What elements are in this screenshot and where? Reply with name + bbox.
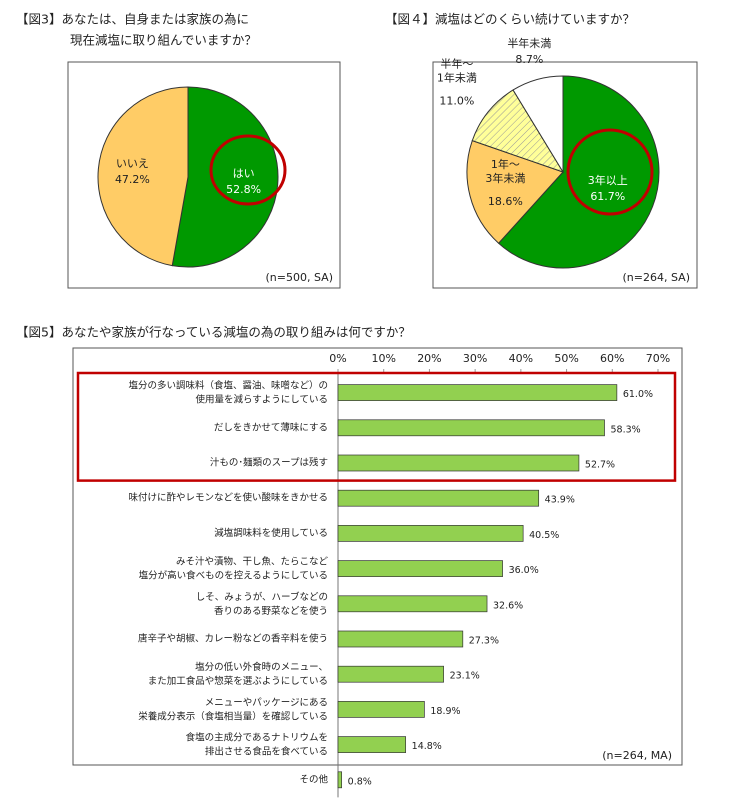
sample-note: (n=264, SA) bbox=[623, 271, 690, 284]
category-label: だしをきかせて薄味にする bbox=[214, 421, 328, 433]
chart-title: 現在減塩に取り組んでいますか？ bbox=[70, 33, 257, 48]
value-label: 40.5% bbox=[529, 530, 559, 541]
slice-label: 半年未満 bbox=[507, 36, 551, 50]
highlight bbox=[76, 371, 677, 482]
value-label: 18.9% bbox=[430, 706, 460, 717]
category-label: 唐辛子や胡椒、カレー粉などの香辛料を使う bbox=[138, 633, 328, 645]
pie-slice bbox=[171, 86, 279, 268]
value-label: 11.0% bbox=[439, 94, 474, 107]
chart-title: 【図3】あなたは、自身または家族の為に bbox=[16, 12, 249, 27]
value-label: 18.6% bbox=[488, 195, 523, 208]
pie-slice bbox=[497, 75, 660, 269]
bar bbox=[337, 665, 444, 683]
bar bbox=[337, 736, 407, 753]
bar bbox=[337, 595, 488, 613]
category-label: メニューやパッケージにある栄養成分表示（食塩相当量）を確認している bbox=[138, 697, 328, 722]
bar bbox=[337, 489, 540, 507]
frame bbox=[432, 61, 698, 289]
value-label: 23.1% bbox=[450, 671, 480, 682]
x-tick-label: 70% bbox=[646, 352, 670, 365]
pie-slice bbox=[512, 75, 564, 174]
bar bbox=[337, 560, 503, 577]
x-tick-label: 40% bbox=[509, 352, 533, 365]
value-label: 36.0% bbox=[509, 565, 539, 576]
frame bbox=[67, 61, 341, 289]
highlight bbox=[209, 134, 287, 206]
category-label: しそ、みょうが、ハーブなどの香りのある野菜などを使う bbox=[196, 590, 328, 616]
chart-title: 【図5】あなたや家族が行なっている減塩の為の取り組みは何ですか？ bbox=[16, 325, 411, 340]
value-label: 52.7% bbox=[585, 460, 615, 471]
category-label: 塩分の多い調味料（食塩、醤油、味噌など）の使用量を減らすようにしている bbox=[128, 379, 328, 405]
category-label: 汁もの･麺類のスープは残す bbox=[210, 457, 328, 469]
highlight bbox=[566, 128, 654, 216]
category-label: その他 bbox=[299, 773, 328, 785]
value-label: 27.3% bbox=[469, 636, 499, 647]
pie-slice bbox=[471, 89, 565, 173]
value-label: 32.6% bbox=[493, 600, 523, 611]
value-label: 14.8% bbox=[412, 741, 442, 752]
slice-label: いいえ bbox=[116, 157, 149, 170]
x-tick-label: 0% bbox=[329, 352, 346, 365]
bar bbox=[337, 454, 580, 472]
pie-slice bbox=[97, 86, 189, 267]
sample-note: (n=264, MA) bbox=[602, 749, 672, 762]
category-label: 食塩の主成分であるナトリウムを排出させる食品を食べている bbox=[186, 731, 328, 757]
bar bbox=[337, 384, 618, 401]
x-tick-label: 60% bbox=[600, 352, 624, 365]
bar bbox=[337, 419, 605, 437]
category-label: みそ汁や漬物、干し魚、たらこなど塩分が高い食べものを控えるようにしている bbox=[139, 555, 329, 581]
bar bbox=[337, 630, 464, 648]
category-label: 味付けに酢やレモンなどを使い酸味をきかせる bbox=[128, 492, 328, 504]
value-label: 47.2% bbox=[115, 173, 150, 186]
value-label: 61.0% bbox=[623, 389, 653, 400]
x-tick-label: 30% bbox=[463, 352, 487, 365]
slice-label: 3年以上 bbox=[588, 173, 628, 187]
category-label: 塩分の低い外食時のメニュー、また加工食品や惣菜を選ぶようにしている bbox=[148, 661, 328, 687]
x-tick-label: 20% bbox=[417, 352, 441, 365]
bar bbox=[337, 771, 343, 789]
x-tick-label: 10% bbox=[371, 352, 395, 365]
value-label: 52.8% bbox=[226, 183, 261, 196]
value-label: 0.8% bbox=[348, 776, 372, 787]
bar bbox=[337, 701, 425, 718]
slice-label: 半年～ 1年未満 bbox=[437, 56, 477, 84]
pie-slice bbox=[466, 139, 564, 244]
slice-label: はい bbox=[233, 167, 255, 180]
sample-note: (n=500, SA) bbox=[266, 271, 333, 284]
x-tick-label: 50% bbox=[554, 352, 578, 365]
value-label: 43.9% bbox=[545, 495, 575, 506]
chart-title: 【図４】減塩はどのくらい続けていますか？ bbox=[385, 12, 635, 27]
value-label: 61.7% bbox=[590, 190, 625, 203]
value-label: 8.7% bbox=[515, 53, 543, 66]
value-label: 58.3% bbox=[611, 424, 641, 435]
category-label: 減塩調味料を使用している bbox=[214, 527, 328, 539]
slice-label: 1年～ 3年未満 bbox=[485, 157, 525, 185]
bar bbox=[337, 525, 524, 542]
frame bbox=[72, 347, 683, 766]
